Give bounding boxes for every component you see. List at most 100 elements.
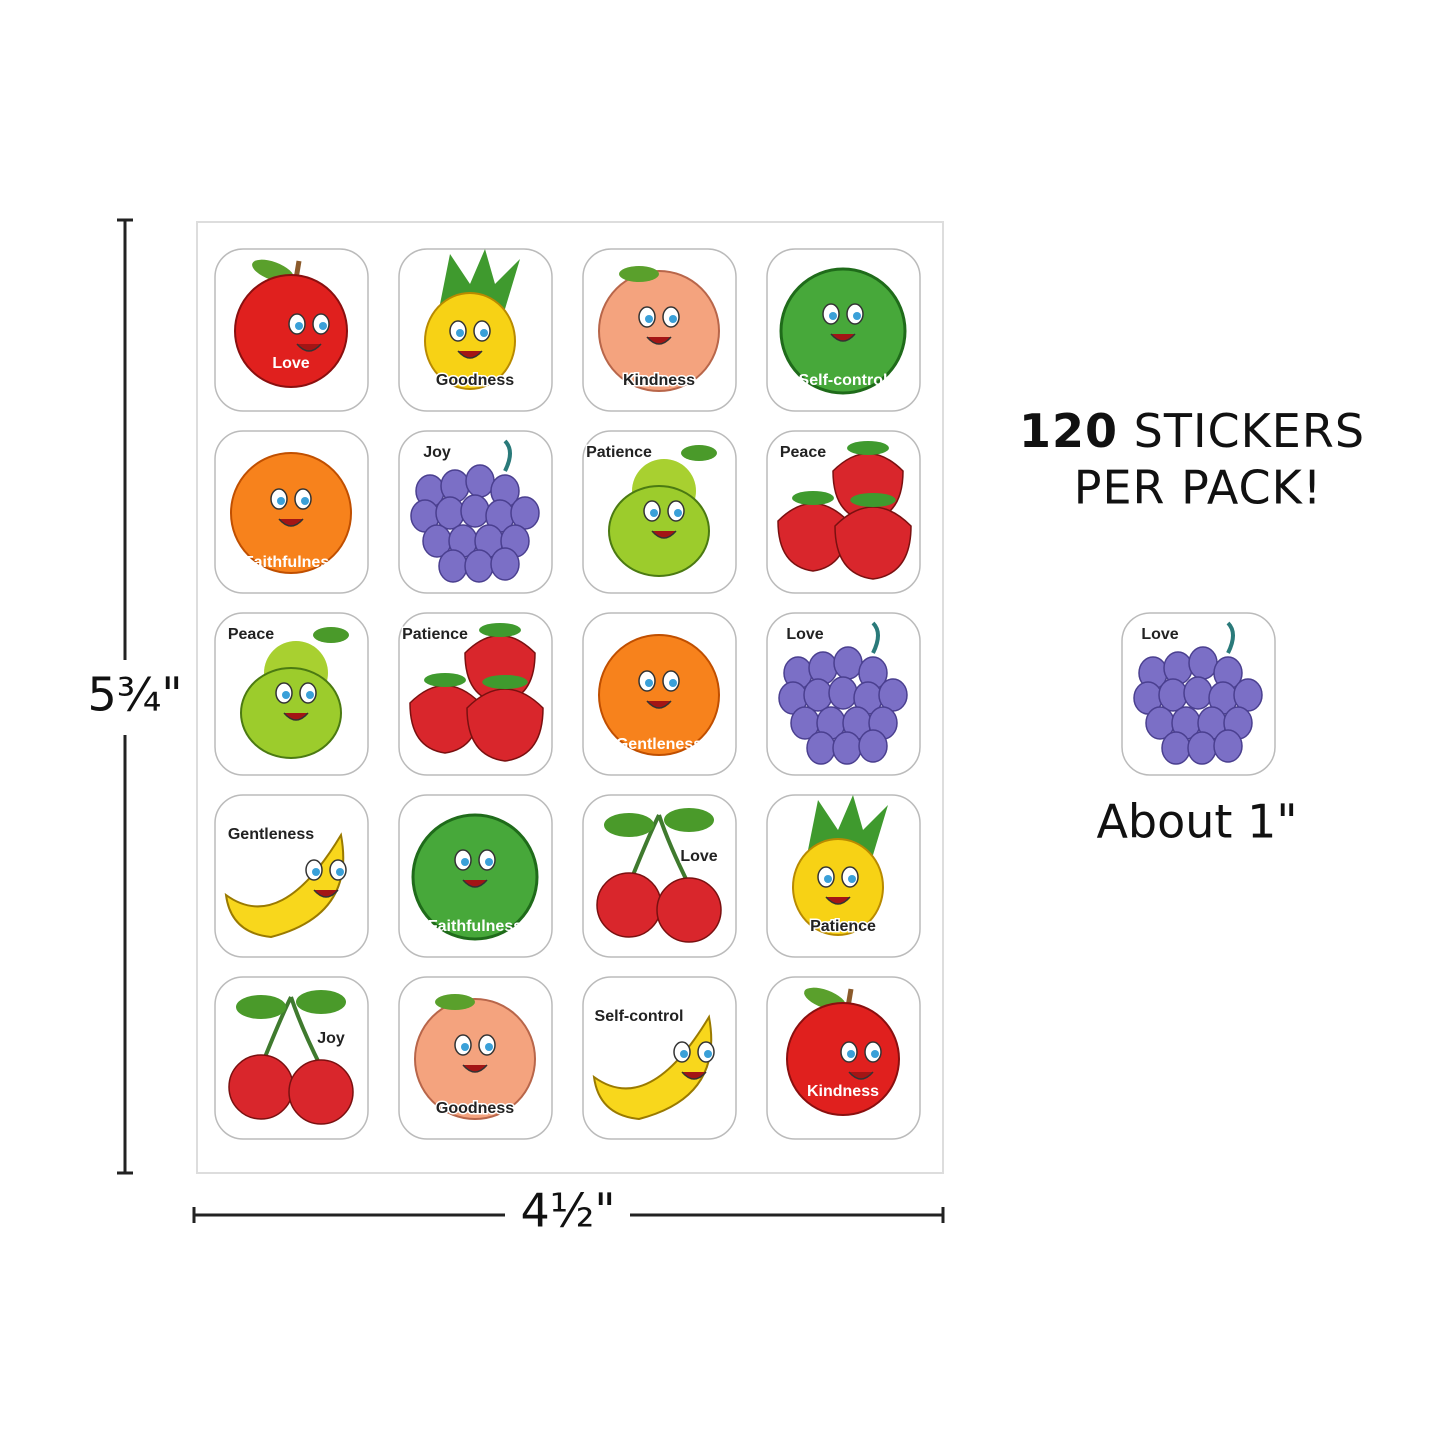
berry [466,688,544,762]
fruit [411,813,539,941]
sticker-grid: Love Goodness Kindness Self-control Faithful… [214,248,921,1140]
mouth [646,700,672,709]
sticker: Patience [582,430,737,594]
sticker: Gentleness [214,794,369,958]
cherry [288,1059,354,1125]
cherry [228,1054,294,1120]
cherry [656,877,722,943]
pupil [669,679,677,687]
grape [438,549,468,583]
pupil [674,509,682,517]
fruit [598,270,720,392]
berry [834,506,912,580]
leaf [664,808,714,832]
pupil [824,875,832,883]
grape [435,496,465,530]
sticker-label: Goodness [436,372,514,389]
sticker-label: Love [1141,626,1178,643]
grape [828,676,858,710]
grape [1233,678,1263,712]
fruit [230,452,352,574]
stem [1226,621,1235,654]
height-dimension: 5¾" [87,218,183,1175]
sticker-label: Patience [810,918,876,935]
grape [858,729,888,763]
sticker: Love [766,612,921,776]
headline-count: 120 [1019,404,1118,458]
width-dimension: 4½" [192,1184,945,1238]
mouth [681,1071,707,1080]
headline-line-1: 120 STICKERS [1019,404,1365,458]
sticker-label: Joy [423,444,451,461]
grape [465,464,495,498]
leaf [313,627,349,643]
pupil [645,679,653,687]
pupil [848,875,856,883]
calyx [792,491,834,505]
mouth [313,889,339,898]
stem [871,621,880,654]
grape [1158,678,1188,712]
pupil [485,858,493,866]
calyx [482,675,528,689]
grape [464,549,494,583]
banana [592,1014,713,1121]
mouth [462,879,488,888]
leaf [619,266,659,282]
pupil [306,691,314,699]
grape [1188,646,1218,680]
pupil [295,322,303,330]
sticker: Peace [766,430,921,594]
grape [510,496,540,530]
fruit [792,838,884,936]
pupil [829,312,837,320]
mouth [278,518,304,527]
sticker-label: Kindness [623,372,695,389]
calyx [850,493,896,507]
pupil [871,1050,879,1058]
pupil [336,868,344,876]
pupil [480,329,488,337]
sticker: Love [214,248,369,412]
sticker: Goodness [398,248,553,412]
pupil [277,497,285,505]
sticker-label: Goodness [436,1100,514,1117]
pupil [650,509,658,517]
sticker-label: Peace [780,444,826,461]
mouth [848,1071,874,1080]
sticker: Self-control [582,976,737,1140]
sticker-label: Faithfulness [244,554,338,571]
pupil [645,315,653,323]
headline-text: STICKERS [1134,404,1365,458]
pupil [456,329,464,337]
calyx [847,441,889,455]
sample-sticker: Love [1121,612,1276,776]
grape [833,646,863,680]
grape [806,731,836,765]
mouth [825,896,851,905]
cherry [596,872,662,938]
leaf [435,994,475,1010]
mouth [457,350,483,359]
sticker-label: Gentleness [616,736,702,753]
sticker: Love [1121,612,1276,776]
pupil [312,868,320,876]
sticker-label: Patience [402,626,468,643]
sticker-label: Kindness [807,1083,879,1100]
sticker-label: Patience [586,444,652,461]
headline-line-2: PER PACK! [1074,461,1323,515]
sticker: Joy [214,976,369,1140]
width-label: 4½" [520,1184,615,1238]
height-label: 5¾" [87,668,182,722]
sticker: Kindness [582,248,737,412]
pupil [847,1050,855,1058]
sticker: Peace [214,612,369,776]
sticker-label: Gentleness [228,826,314,843]
stem [503,439,512,472]
sticker: Love [582,794,737,958]
mouth [830,333,856,342]
grape [832,731,862,765]
pupil [301,497,309,505]
mouth [646,336,672,345]
